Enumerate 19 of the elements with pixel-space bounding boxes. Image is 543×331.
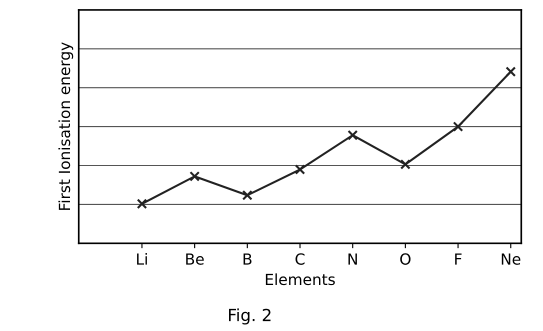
y-axis-title: First Ionisation energy [58, 42, 74, 210]
point [294, 164, 306, 175]
x-tick-label: O [400, 253, 411, 265]
point [242, 190, 253, 200]
point [136, 198, 148, 210]
x-axis-title: Elements [266, 273, 335, 286]
point [189, 171, 200, 182]
caption: Fig. 2 [229, 308, 271, 325]
point [400, 159, 411, 170]
x-tick-label: Ne [502, 253, 520, 265]
point [347, 130, 358, 140]
x-tick-label: B [244, 253, 252, 265]
x-tick-label: C [296, 253, 305, 265]
point [506, 66, 516, 77]
point [452, 121, 464, 132]
x-tick-label: Li [137, 253, 147, 265]
x-tick-label: F [455, 253, 462, 265]
x-tick-label: Be [186, 253, 204, 265]
x-tick-label: N [348, 253, 357, 265]
